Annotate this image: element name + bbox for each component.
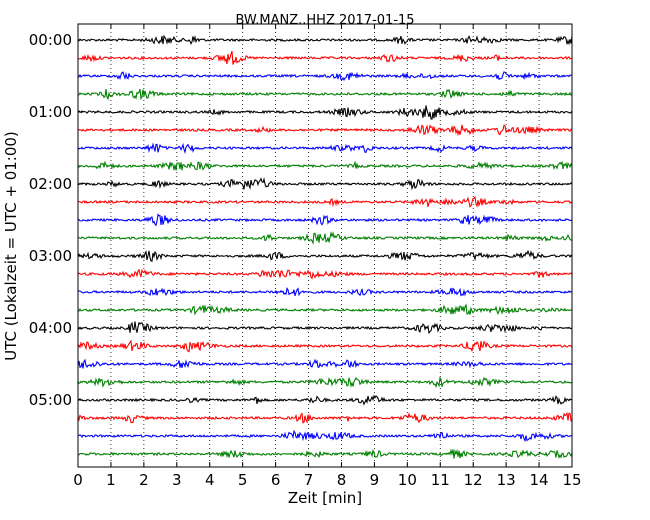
y-tick-label: 00:00 bbox=[29, 31, 72, 49]
seismic-trace bbox=[77, 71, 573, 82]
seismic-trace bbox=[77, 34, 573, 46]
seismic-trace bbox=[77, 105, 573, 120]
x-axis-label: Zeit [min] bbox=[288, 489, 362, 507]
seismic-trace bbox=[77, 286, 573, 297]
seismic-trace bbox=[77, 339, 573, 353]
seismic-trace bbox=[77, 177, 573, 191]
x-tick-label: 14 bbox=[530, 471, 549, 489]
seismic-traces bbox=[77, 34, 573, 459]
x-tick-label: 10 bbox=[398, 471, 417, 489]
seismic-trace bbox=[77, 249, 573, 262]
x-tick-label: 8 bbox=[337, 471, 347, 489]
y-tick-label: 05:00 bbox=[29, 391, 72, 409]
x-tick-label: 13 bbox=[497, 471, 516, 489]
y-tick-label: 01:00 bbox=[29, 103, 72, 121]
seismic-trace bbox=[77, 376, 573, 389]
x-tick-label: 9 bbox=[370, 471, 380, 489]
seismic-trace bbox=[77, 411, 573, 424]
seismic-trace bbox=[77, 394, 573, 406]
y-tick-label: 03:00 bbox=[29, 247, 72, 265]
y-axis-ticks: 00:00 01:00 02:00 03:00 04:00 05:00 bbox=[29, 31, 83, 409]
y-tick-label: 04:00 bbox=[29, 319, 72, 337]
x-tick-label: 12 bbox=[464, 471, 483, 489]
seismic-trace bbox=[77, 321, 573, 335]
x-tick-label: 1 bbox=[106, 471, 116, 489]
seismic-trace bbox=[77, 213, 573, 227]
seismic-trace bbox=[77, 303, 573, 316]
y-axis-label: UTC (Lokalzeit = UTC + 01:00) bbox=[2, 131, 20, 361]
plot-frame bbox=[77, 23, 573, 468]
seismic-trace bbox=[77, 429, 573, 443]
y-tick-label: 02:00 bbox=[29, 175, 72, 193]
x-tick-label: 15 bbox=[562, 471, 581, 489]
x-tick-label: 11 bbox=[431, 471, 450, 489]
seismic-trace bbox=[77, 124, 573, 137]
x-tick-label: 3 bbox=[172, 471, 182, 489]
seismic-trace bbox=[77, 51, 573, 65]
x-tick-label: 5 bbox=[238, 471, 248, 489]
x-tick-label: 2 bbox=[139, 471, 149, 489]
seismic-trace bbox=[77, 88, 573, 101]
seismic-trace bbox=[77, 142, 573, 155]
seismic-trace bbox=[77, 160, 573, 171]
chart-title: BW.MANZ..HHZ 2017-01-15 bbox=[235, 13, 414, 28]
x-tick-label: 0 bbox=[73, 471, 83, 489]
seismic-trace bbox=[77, 268, 573, 280]
seismic-trace bbox=[77, 448, 573, 459]
x-tick-label: 7 bbox=[304, 471, 314, 489]
seismic-trace bbox=[77, 358, 573, 369]
x-tick-label: 6 bbox=[271, 471, 281, 489]
seismic-trace bbox=[77, 231, 573, 245]
grid-lines bbox=[110, 24, 540, 467]
x-axis-ticks: 0 1 2 3 4 5 6 7 8 9 10 11 12 13 14 15 bbox=[73, 24, 582, 489]
x-tick-label: 4 bbox=[205, 471, 215, 489]
seismic-trace bbox=[77, 196, 573, 208]
